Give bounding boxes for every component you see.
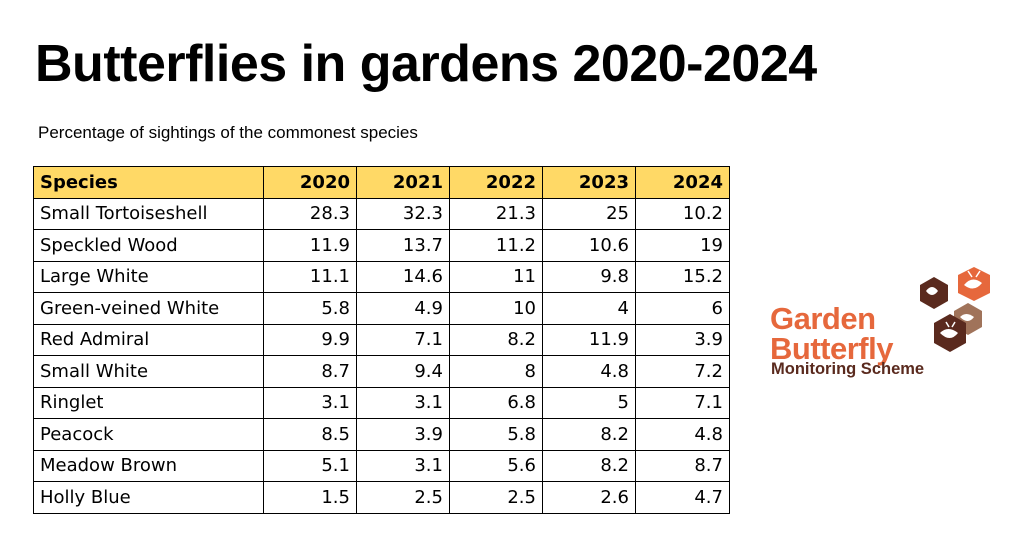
value-cell: 9.9 [263, 323, 357, 356]
value-cell: 32.3 [356, 197, 450, 230]
page-title: Butterflies in gardens 2020-2024 [35, 35, 817, 93]
species-cell: Red Admiral [33, 323, 264, 356]
value-cell: 8.7 [263, 355, 357, 388]
logo-text-butterfly: Butterfly [770, 331, 893, 366]
value-cell: 8.2 [542, 449, 636, 482]
value-cell: 4.8 [542, 355, 636, 388]
table-row: Speckled Wood 11.9 13.7 11.2 10.6 19 [33, 229, 730, 262]
value-cell: 4.8 [635, 418, 730, 451]
value-cell: 11.1 [263, 260, 357, 293]
value-cell: 4.7 [635, 481, 730, 514]
value-cell: 5.8 [449, 418, 543, 451]
value-cell: 4.9 [356, 292, 450, 325]
value-cell: 8.2 [542, 418, 636, 451]
header-cell: Species [33, 166, 264, 199]
species-cell: Holly Blue [33, 481, 264, 514]
table-row: Red Admiral 9.9 7.1 8.2 11.9 3.9 [33, 323, 730, 356]
value-cell: 13.7 [356, 229, 450, 262]
table-row: Large White 11.1 14.6 11 9.8 15.2 [33, 260, 730, 293]
value-cell: 9.8 [542, 260, 636, 293]
header-cell: 2022 [449, 166, 543, 199]
value-cell: 10 [449, 292, 543, 325]
value-cell: 10.6 [542, 229, 636, 262]
value-cell: 21.3 [449, 197, 543, 230]
butterfly-hexagons-icon [920, 267, 990, 352]
header-cell: 2020 [263, 166, 357, 199]
value-cell: 15.2 [635, 260, 730, 293]
table-row: Peacock 8.5 3.9 5.8 8.2 4.8 [33, 418, 730, 451]
value-cell: 5.1 [263, 449, 357, 482]
value-cell: 8.5 [263, 418, 357, 451]
value-cell: 1.5 [263, 481, 357, 514]
value-cell: 14.6 [356, 260, 450, 293]
value-cell: 2.5 [449, 481, 543, 514]
page-subtitle: Percentage of sightings of the commonest… [38, 123, 418, 142]
value-cell: 4 [542, 292, 636, 325]
value-cell: 8.7 [635, 449, 730, 482]
table-body: Small Tortoiseshell 28.3 32.3 21.3 25 10.2 Spe… [33, 197, 730, 514]
value-cell: 11.9 [263, 229, 357, 262]
value-cell: 19 [635, 229, 730, 262]
species-cell: Small Tortoiseshell [33, 197, 264, 230]
value-cell: 7.2 [635, 355, 730, 388]
logo-text-scheme: Monitoring Scheme [771, 360, 925, 378]
species-cell: Large White [33, 260, 264, 293]
value-cell: 5.6 [449, 449, 543, 482]
value-cell: 3.1 [356, 386, 450, 419]
value-cell: 2.6 [542, 481, 636, 514]
header-cell: 2024 [635, 166, 730, 199]
gbms-logo: Garden Butterfly Monitoring Scheme [768, 265, 1018, 385]
value-cell: 9.4 [356, 355, 450, 388]
value-cell: 3.1 [263, 386, 357, 419]
table-row: Small White 8.7 9.4 8 4.8 7.2 [33, 355, 730, 388]
header-cell: 2021 [356, 166, 450, 199]
table-row: Holly Blue 1.5 2.5 2.5 2.6 4.7 [33, 481, 730, 514]
value-cell: 5.8 [263, 292, 357, 325]
value-cell: 6.8 [449, 386, 543, 419]
value-cell: 7.1 [635, 386, 730, 419]
table-row: Meadow Brown 5.1 3.1 5.6 8.2 8.7 [33, 449, 730, 482]
table-header-row: Species 2020 2021 2022 2023 2024 [33, 166, 730, 199]
table-row: Ringlet 3.1 3.1 6.8 5 7.1 [33, 386, 730, 419]
table-row: Green-veined White 5.8 4.9 10 4 6 [33, 292, 730, 325]
species-cell: Speckled Wood [33, 229, 264, 262]
value-cell: 3.9 [635, 323, 730, 356]
species-cell: Meadow Brown [33, 449, 264, 482]
value-cell: 3.1 [356, 449, 450, 482]
value-cell: 8.2 [449, 323, 543, 356]
value-cell: 25 [542, 197, 636, 230]
species-cell: Green-veined White [33, 292, 264, 325]
value-cell: 11 [449, 260, 543, 293]
value-cell: 11.2 [449, 229, 543, 262]
value-cell: 11.9 [542, 323, 636, 356]
value-cell: 10.2 [635, 197, 730, 230]
value-cell: 28.3 [263, 197, 357, 230]
value-cell: 6 [635, 292, 730, 325]
species-cell: Small White [33, 355, 264, 388]
value-cell: 2.5 [356, 481, 450, 514]
species-cell: Ringlet [33, 386, 264, 419]
value-cell: 8 [449, 355, 543, 388]
value-cell: 3.9 [356, 418, 450, 451]
header-cell: 2023 [542, 166, 636, 199]
table-row: Small Tortoiseshell 28.3 32.3 21.3 25 10.2 [33, 197, 730, 230]
value-cell: 5 [542, 386, 636, 419]
butterfly-table: Species 2020 2021 2022 2023 2024 Small T… [33, 166, 730, 514]
logo-text-garden: Garden [770, 301, 876, 336]
value-cell: 7.1 [356, 323, 450, 356]
species-cell: Peacock [33, 418, 264, 451]
